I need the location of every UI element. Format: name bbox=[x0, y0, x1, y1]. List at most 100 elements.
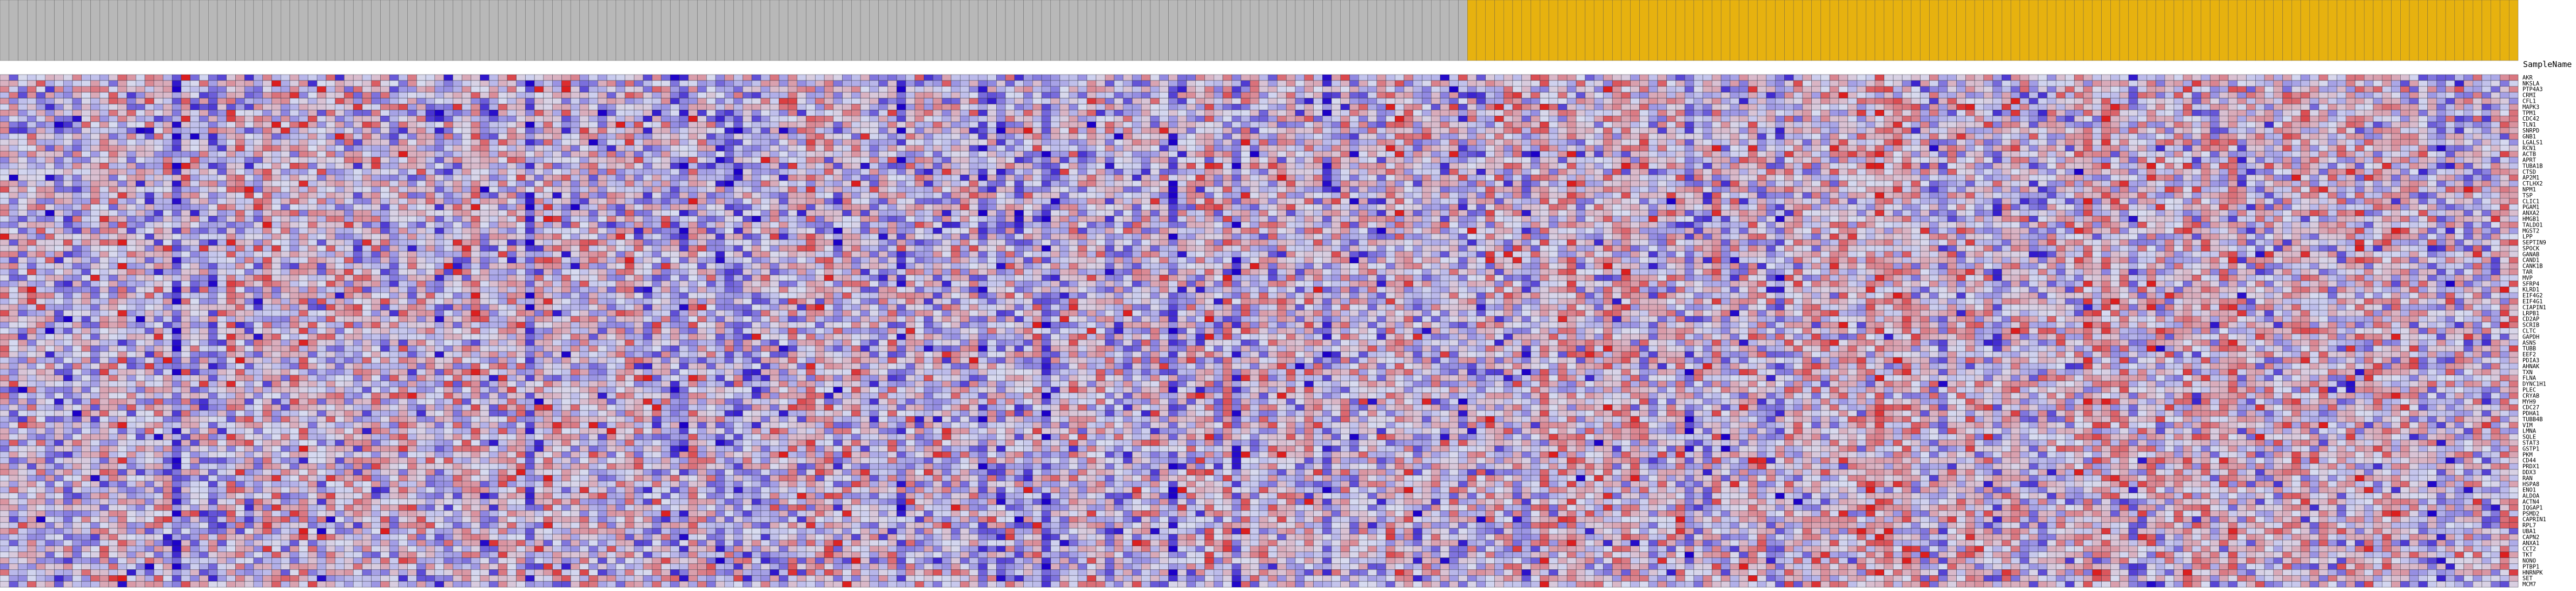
annotation-cell bbox=[815, 0, 825, 61]
heatmap-cell bbox=[1494, 86, 1504, 92]
heatmap-cell bbox=[2319, 133, 2328, 140]
heatmap-cell bbox=[371, 145, 381, 151]
heatmap-cell bbox=[1911, 116, 1921, 122]
heatmap-cell bbox=[2481, 133, 2492, 140]
heatmap-cell bbox=[154, 169, 163, 175]
annotation-cell bbox=[2328, 0, 2337, 61]
annotation-cell bbox=[154, 0, 163, 61]
heatmap-cell bbox=[1440, 104, 1449, 110]
heatmap-cell bbox=[1766, 151, 1776, 157]
heatmap-cell bbox=[2065, 133, 2075, 140]
heatmap-cell bbox=[1703, 163, 1712, 169]
heatmap-cell bbox=[1422, 98, 1432, 104]
annotation-cell bbox=[2137, 0, 2147, 61]
heatmap-cell bbox=[1050, 127, 1060, 134]
annotation-cell bbox=[2119, 0, 2129, 61]
heatmap-cell bbox=[1132, 151, 1142, 157]
heatmap-cell bbox=[570, 145, 580, 151]
heatmap-cell bbox=[2454, 151, 2464, 157]
heatmap-cell bbox=[1621, 133, 1631, 140]
heatmap-cell bbox=[625, 127, 634, 134]
heatmap-cell bbox=[688, 169, 698, 175]
heatmap-cell bbox=[1621, 98, 1631, 104]
heatmap-cell bbox=[36, 92, 45, 98]
heatmap-cell bbox=[2355, 133, 2365, 140]
heatmap-cell bbox=[299, 104, 308, 110]
annotation-cell bbox=[1793, 0, 1803, 61]
heatmap-cell bbox=[1367, 86, 1377, 92]
heatmap-cell bbox=[353, 169, 363, 175]
heatmap-cell bbox=[498, 157, 508, 163]
heatmap-cell bbox=[1621, 86, 1631, 92]
heatmap-cell bbox=[63, 92, 73, 98]
heatmap-cell bbox=[779, 104, 789, 110]
heatmap-cell bbox=[1331, 139, 1341, 146]
heatmap-cell bbox=[1440, 151, 1449, 157]
heatmap-cell bbox=[1340, 133, 1350, 140]
heatmap-cell bbox=[2427, 163, 2437, 169]
heatmap-cell bbox=[1720, 116, 1731, 122]
heatmap-cell bbox=[1603, 169, 1613, 175]
heatmap-cell bbox=[579, 92, 589, 98]
heatmap-cell bbox=[135, 104, 145, 110]
heatmap-cell bbox=[1041, 157, 1051, 163]
heatmap-cell bbox=[2454, 110, 2464, 116]
heatmap-cell bbox=[1757, 145, 1767, 151]
annotation-cell bbox=[2019, 0, 2029, 61]
heatmap-cell bbox=[1929, 151, 1939, 157]
heatmap-cell bbox=[924, 169, 933, 175]
heatmap-cell bbox=[978, 92, 988, 98]
heatmap-cell bbox=[942, 104, 951, 110]
heatmap-cell bbox=[1947, 74, 1957, 81]
heatmap-cell bbox=[1630, 98, 1640, 104]
heatmap-cell bbox=[1386, 139, 1395, 146]
heatmap-cell bbox=[2191, 157, 2202, 163]
heatmap-cell bbox=[1096, 74, 1105, 81]
heatmap-cell bbox=[326, 121, 335, 128]
heatmap-cell bbox=[1730, 127, 1739, 134]
annotation-cell bbox=[570, 0, 580, 61]
heatmap-cell bbox=[9, 121, 18, 128]
heatmap-cell bbox=[1585, 121, 1594, 128]
heatmap-cell bbox=[2355, 151, 2365, 157]
heatmap-cell bbox=[2219, 121, 2229, 128]
heatmap-cell bbox=[2491, 104, 2500, 110]
heatmap-cell bbox=[2147, 163, 2156, 169]
heatmap-cell bbox=[1304, 169, 1314, 175]
heatmap-cell bbox=[2264, 169, 2274, 175]
heatmap-cell bbox=[1974, 80, 1984, 87]
heatmap-cell bbox=[1630, 121, 1640, 128]
heatmap-cell bbox=[1757, 133, 1767, 140]
heatmap-cell bbox=[634, 133, 644, 140]
heatmap-cell bbox=[2137, 121, 2147, 128]
heatmap-cell bbox=[1539, 169, 1549, 175]
heatmap-cell bbox=[244, 86, 254, 92]
heatmap-cell bbox=[815, 139, 825, 146]
annotation-cell bbox=[1349, 0, 1359, 61]
heatmap-cell bbox=[688, 110, 698, 116]
heatmap-cell bbox=[1304, 163, 1314, 169]
heatmap-cell bbox=[1250, 145, 1260, 151]
heatmap-cell bbox=[534, 121, 544, 128]
heatmap-cell bbox=[824, 86, 834, 92]
heatmap-cell bbox=[1059, 127, 1069, 134]
heatmap-cell bbox=[308, 163, 317, 169]
heatmap-cell bbox=[1793, 74, 1803, 81]
annotation-cell bbox=[2092, 0, 2102, 61]
heatmap-cell bbox=[2473, 110, 2482, 116]
heatmap-cell bbox=[2300, 116, 2310, 122]
heatmap-cell bbox=[2309, 139, 2319, 146]
heatmap-cell bbox=[1105, 151, 1115, 157]
heatmap-cell bbox=[915, 74, 924, 81]
heatmap-cell bbox=[969, 139, 979, 146]
annotation-cell bbox=[2382, 0, 2392, 61]
heatmap-cell bbox=[2228, 151, 2238, 157]
heatmap-cell bbox=[2373, 92, 2383, 98]
heatmap-cell bbox=[63, 157, 73, 163]
heatmap-cell bbox=[1567, 151, 1577, 157]
heatmap-cell bbox=[1974, 163, 1984, 169]
heatmap-cell bbox=[1521, 86, 1531, 92]
heatmap-cell bbox=[2246, 121, 2256, 128]
heatmap-cell bbox=[425, 157, 435, 163]
